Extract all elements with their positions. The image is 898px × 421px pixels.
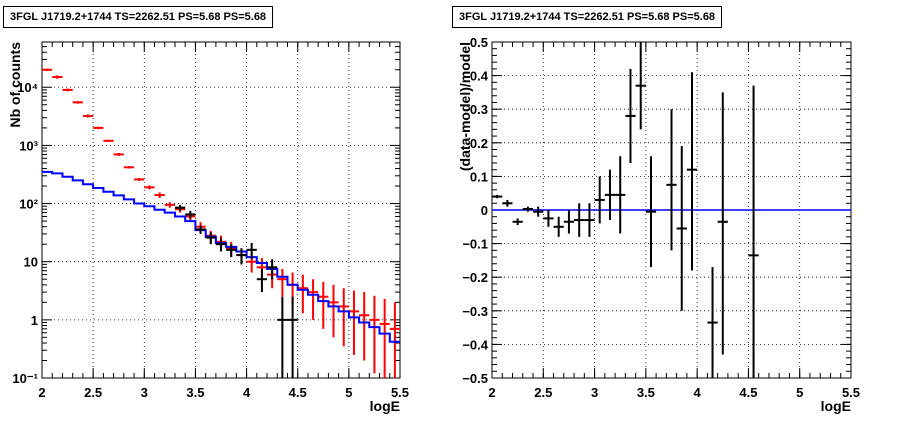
y-axis-title: Nb of counts xyxy=(7,42,23,128)
y-tick-label: −0.5 xyxy=(462,371,488,386)
y-tick-label: 0.3 xyxy=(470,102,488,117)
x-tick-label: 3 xyxy=(591,385,598,400)
counts-spectrum-plot: 2 2.5 3 3.5 4 4.5 5 5.5 10⁻¹ 1 10 10² 10³ 10⁴ logE Nb o… xyxy=(7,41,409,414)
y-tick-label: 10 xyxy=(24,255,38,270)
x-tick-label: 4 xyxy=(694,385,702,400)
plot-frame xyxy=(41,41,401,379)
x-tick-label: 5.5 xyxy=(842,385,860,400)
y-tick-label: 0 xyxy=(481,203,488,218)
x-tick-label: 4 xyxy=(243,385,251,400)
x-axis-title: logE xyxy=(370,398,400,414)
y-tick-label: −0.3 xyxy=(462,304,488,319)
x-tick-label: 5 xyxy=(796,385,803,400)
x-tick-label: 2.5 xyxy=(534,385,552,400)
y-tick-label: −0.4 xyxy=(462,337,488,352)
y-tick-label: 10⁴ xyxy=(17,80,38,95)
y-tick-label: 0.2 xyxy=(470,136,488,151)
x-tick-label: 3.5 xyxy=(186,385,204,400)
counts-panel: 2 2.5 3 3.5 4 4.5 5 5.5 10⁻¹ 1 10 10² 10³ 10⁴ logE Nb o… xyxy=(3,6,409,414)
y-tick-label: 10² xyxy=(19,197,38,212)
y-tick-label: 10³ xyxy=(19,138,38,153)
y-axis-title: (data-model)/model xyxy=(457,42,473,171)
y-tick-label: 1 xyxy=(31,313,38,328)
y-tick-label: −0.1 xyxy=(462,237,488,252)
x-tick-label: 3 xyxy=(141,385,148,400)
x-axis-title: logE xyxy=(821,398,851,414)
x-tick-label: 5.5 xyxy=(391,385,409,400)
x-tick-label: 2 xyxy=(488,385,495,400)
y-tick-label: 10⁻¹ xyxy=(12,371,38,386)
counts-plot-title: 3FGL J1719.2+1744 TS=2262.51 PS=5.68 PS=… xyxy=(3,6,274,28)
x-tick-label: 4.5 xyxy=(739,385,757,400)
x-tick-label: 2 xyxy=(38,385,45,400)
plot-area xyxy=(42,42,400,378)
y-tick-label: 0.1 xyxy=(470,169,488,184)
y-tick-label: 0.5 xyxy=(470,35,488,50)
residual-plot: 2 2.5 3 3.5 4 4.5 5 5.5 −0.5 −0.4 −0.3 −0.2 −0.1 0 0.1… xyxy=(457,35,860,414)
y-tick-label: 0.4 xyxy=(470,69,489,84)
x-tick-label: 2.5 xyxy=(84,385,102,400)
x-tick-label: 3.5 xyxy=(637,385,655,400)
residual-plot-title: 3FGL J1719.2+1744 TS=2262.51 PS=5.68 PS=… xyxy=(452,6,723,28)
y-tick-label: −0.2 xyxy=(462,270,488,285)
x-tick-label: 5 xyxy=(345,385,352,400)
residual-panel: 2 2.5 3 3.5 4 4.5 5 5.5 −0.5 −0.4 −0.3 −0.2 −0.1 0 0.1… xyxy=(449,0,898,421)
x-tick-label: 4.5 xyxy=(289,385,307,400)
